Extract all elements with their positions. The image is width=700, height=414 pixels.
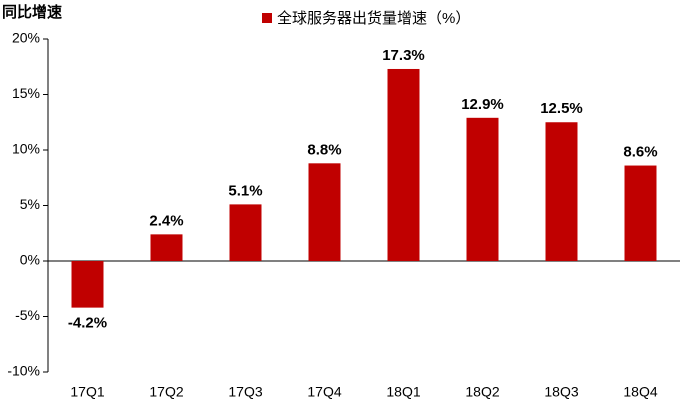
value-label: 12.9% [461,96,504,113]
bar [387,68,420,261]
bar [624,165,657,261]
value-label: 17.3% [382,47,425,64]
y-tick-label: -10% [7,363,40,379]
value-label: 8.8% [307,141,341,158]
legend-label: 全球服务器出货量增速（%） [277,9,470,27]
x-tick-label: 17Q4 [307,384,341,400]
value-label: 12.5% [540,100,583,117]
bar [466,117,499,261]
x-tick-label: 18Q3 [544,384,578,400]
legend-swatch [262,13,272,23]
value-label: 8.6% [623,144,657,161]
value-label: 5.1% [228,182,262,199]
x-tick-label: 18Q2 [465,384,499,400]
x-tick-label: 18Q1 [386,384,420,400]
y-tick-label: 20% [12,30,40,46]
bar [150,234,183,261]
value-label: 2.4% [149,212,183,229]
y-tick-label: 10% [12,141,40,157]
value-label: -4.2% [68,315,107,332]
x-tick-label: 18Q4 [623,384,657,400]
bar [229,204,262,261]
bar [308,163,341,261]
x-tick-label: 17Q2 [149,384,183,400]
x-tick-label: 17Q3 [228,384,262,400]
y-tick-label: 5% [20,196,40,212]
bar [545,122,578,261]
y-tick-label: -5% [15,307,40,323]
y-tick-label: 15% [12,85,40,101]
x-tick-label: 17Q1 [70,384,104,400]
bar [71,261,104,308]
y-axis-label: 同比增速 [2,3,62,21]
y-tick-label: 0% [20,252,40,268]
